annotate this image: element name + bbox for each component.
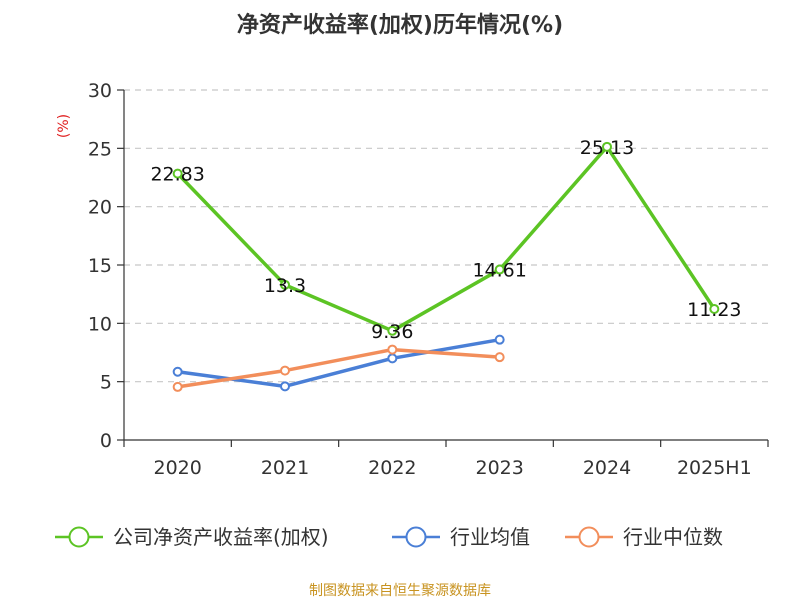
data-point bbox=[172, 381, 183, 392]
series-line-2 bbox=[177, 347, 500, 389]
series-lines bbox=[172, 141, 720, 392]
x-tick-label: 2025H1 bbox=[677, 457, 752, 479]
data-point bbox=[387, 353, 398, 364]
data-point bbox=[172, 168, 183, 179]
data-labels: 22.83 13.3 9.36 14.61 25.13 11.23 bbox=[150, 137, 741, 343]
x-tick-label: 2024 bbox=[583, 457, 631, 479]
data-point bbox=[494, 352, 505, 363]
series-line-0 bbox=[176, 145, 716, 333]
x-tick-label: 2021 bbox=[261, 457, 309, 479]
grid-lines bbox=[124, 89, 768, 383]
y-tick-label: 5 bbox=[100, 372, 112, 394]
y-tick-label: 10 bbox=[88, 313, 112, 335]
legend-marker bbox=[68, 526, 90, 548]
y-tick-label: 15 bbox=[88, 255, 112, 277]
axes: 0 5 10 15 20 25 30 2020 2021 2022 2023 2024 2025H1 bbox=[88, 80, 769, 479]
data-point bbox=[387, 344, 398, 355]
data-point bbox=[280, 365, 290, 376]
legend-marker bbox=[578, 526, 600, 548]
y-tick-label: 30 bbox=[88, 80, 112, 102]
legend-item-1[interactable]: 行业均值 bbox=[392, 525, 530, 549]
data-point bbox=[280, 381, 290, 392]
y-tick-label: 20 bbox=[88, 197, 112, 219]
legend-label: 行业均值 bbox=[450, 525, 530, 549]
legend[interactable]: 公司净资产收益率(加权) 行业均值 行业中位数 bbox=[55, 525, 723, 549]
data-label: 25.13 bbox=[580, 137, 634, 159]
data-point bbox=[494, 264, 505, 275]
legend-label: 公司净资产收益率(加权) bbox=[113, 525, 329, 549]
legend-marker bbox=[405, 526, 427, 548]
chart-title: 净资产收益率(加权)历年情况(%) bbox=[237, 12, 563, 38]
data-label: 9.36 bbox=[371, 321, 413, 343]
legend-item-2[interactable]: 行业中位数 bbox=[565, 525, 723, 549]
data-point bbox=[709, 303, 720, 314]
x-tick-label: 2022 bbox=[368, 457, 416, 479]
data-point bbox=[494, 334, 505, 345]
data-label: 13.3 bbox=[264, 275, 306, 297]
data-label: 22.83 bbox=[150, 164, 204, 186]
data-point bbox=[280, 279, 290, 290]
x-tick-label: 2023 bbox=[475, 457, 523, 479]
data-point bbox=[172, 366, 183, 377]
data-label: 14.61 bbox=[472, 260, 526, 282]
y-tick-label: 0 bbox=[100, 430, 112, 452]
source-note: 制图数据来自恒生聚源数据库 bbox=[309, 583, 491, 599]
legend-label: 行业中位数 bbox=[623, 525, 723, 549]
data-point bbox=[387, 325, 398, 336]
data-label: 11.23 bbox=[687, 299, 741, 321]
data-point bbox=[602, 141, 612, 152]
y-tick-label: 25 bbox=[88, 138, 112, 160]
x-tick-label: 2020 bbox=[153, 457, 201, 479]
legend-item-0[interactable]: 公司净资产收益率(加权) bbox=[55, 525, 329, 549]
y-axis-unit-label: (%) bbox=[56, 114, 72, 138]
